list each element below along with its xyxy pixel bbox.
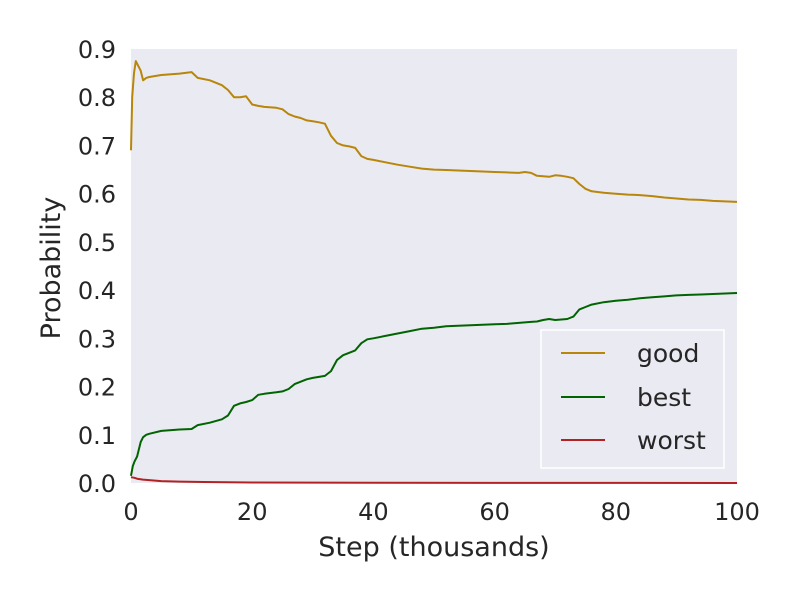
legend: good best worst [540,329,725,469]
y-tick-label: 0.4 [78,277,116,305]
y-tick-label: 0.5 [78,229,116,257]
x-tick-label: 80 [601,498,632,526]
legend-label-worst: worst [637,426,706,455]
y-tick-label: 0.2 [78,374,116,402]
y-tick-label: 0.9 [78,36,116,64]
x-tick-label: 0 [123,498,138,526]
series-line-best [130,292,738,476]
series-line-worst [130,476,738,484]
x-tick-label: 20 [237,498,268,526]
y-tick-label: 0.7 [78,132,116,160]
ticks-layer: 0 20 40 60 80 100 0.0 0.1 0.2 0.3 0.4 0.5 0.6 0.7 0.8 0… [78,36,760,526]
y-tick-label: 0.3 [78,325,116,353]
y-tick-label: 0.1 [78,422,116,450]
y-tick-label: 0.0 [78,470,116,498]
x-axis-label: Step (thousands) [318,532,549,563]
legend-label-good: good [637,339,699,368]
x-tick-label: 100 [714,498,760,526]
series-layer [130,60,738,484]
x-tick-label: 60 [479,498,510,526]
y-axis-label: Probability [36,197,67,340]
series-line-good [130,60,738,203]
y-tick-label: 0.6 [78,181,116,209]
x-tick-label: 40 [358,498,389,526]
y-tick-label: 0.8 [78,84,116,112]
legend-label-best: best [637,383,691,412]
